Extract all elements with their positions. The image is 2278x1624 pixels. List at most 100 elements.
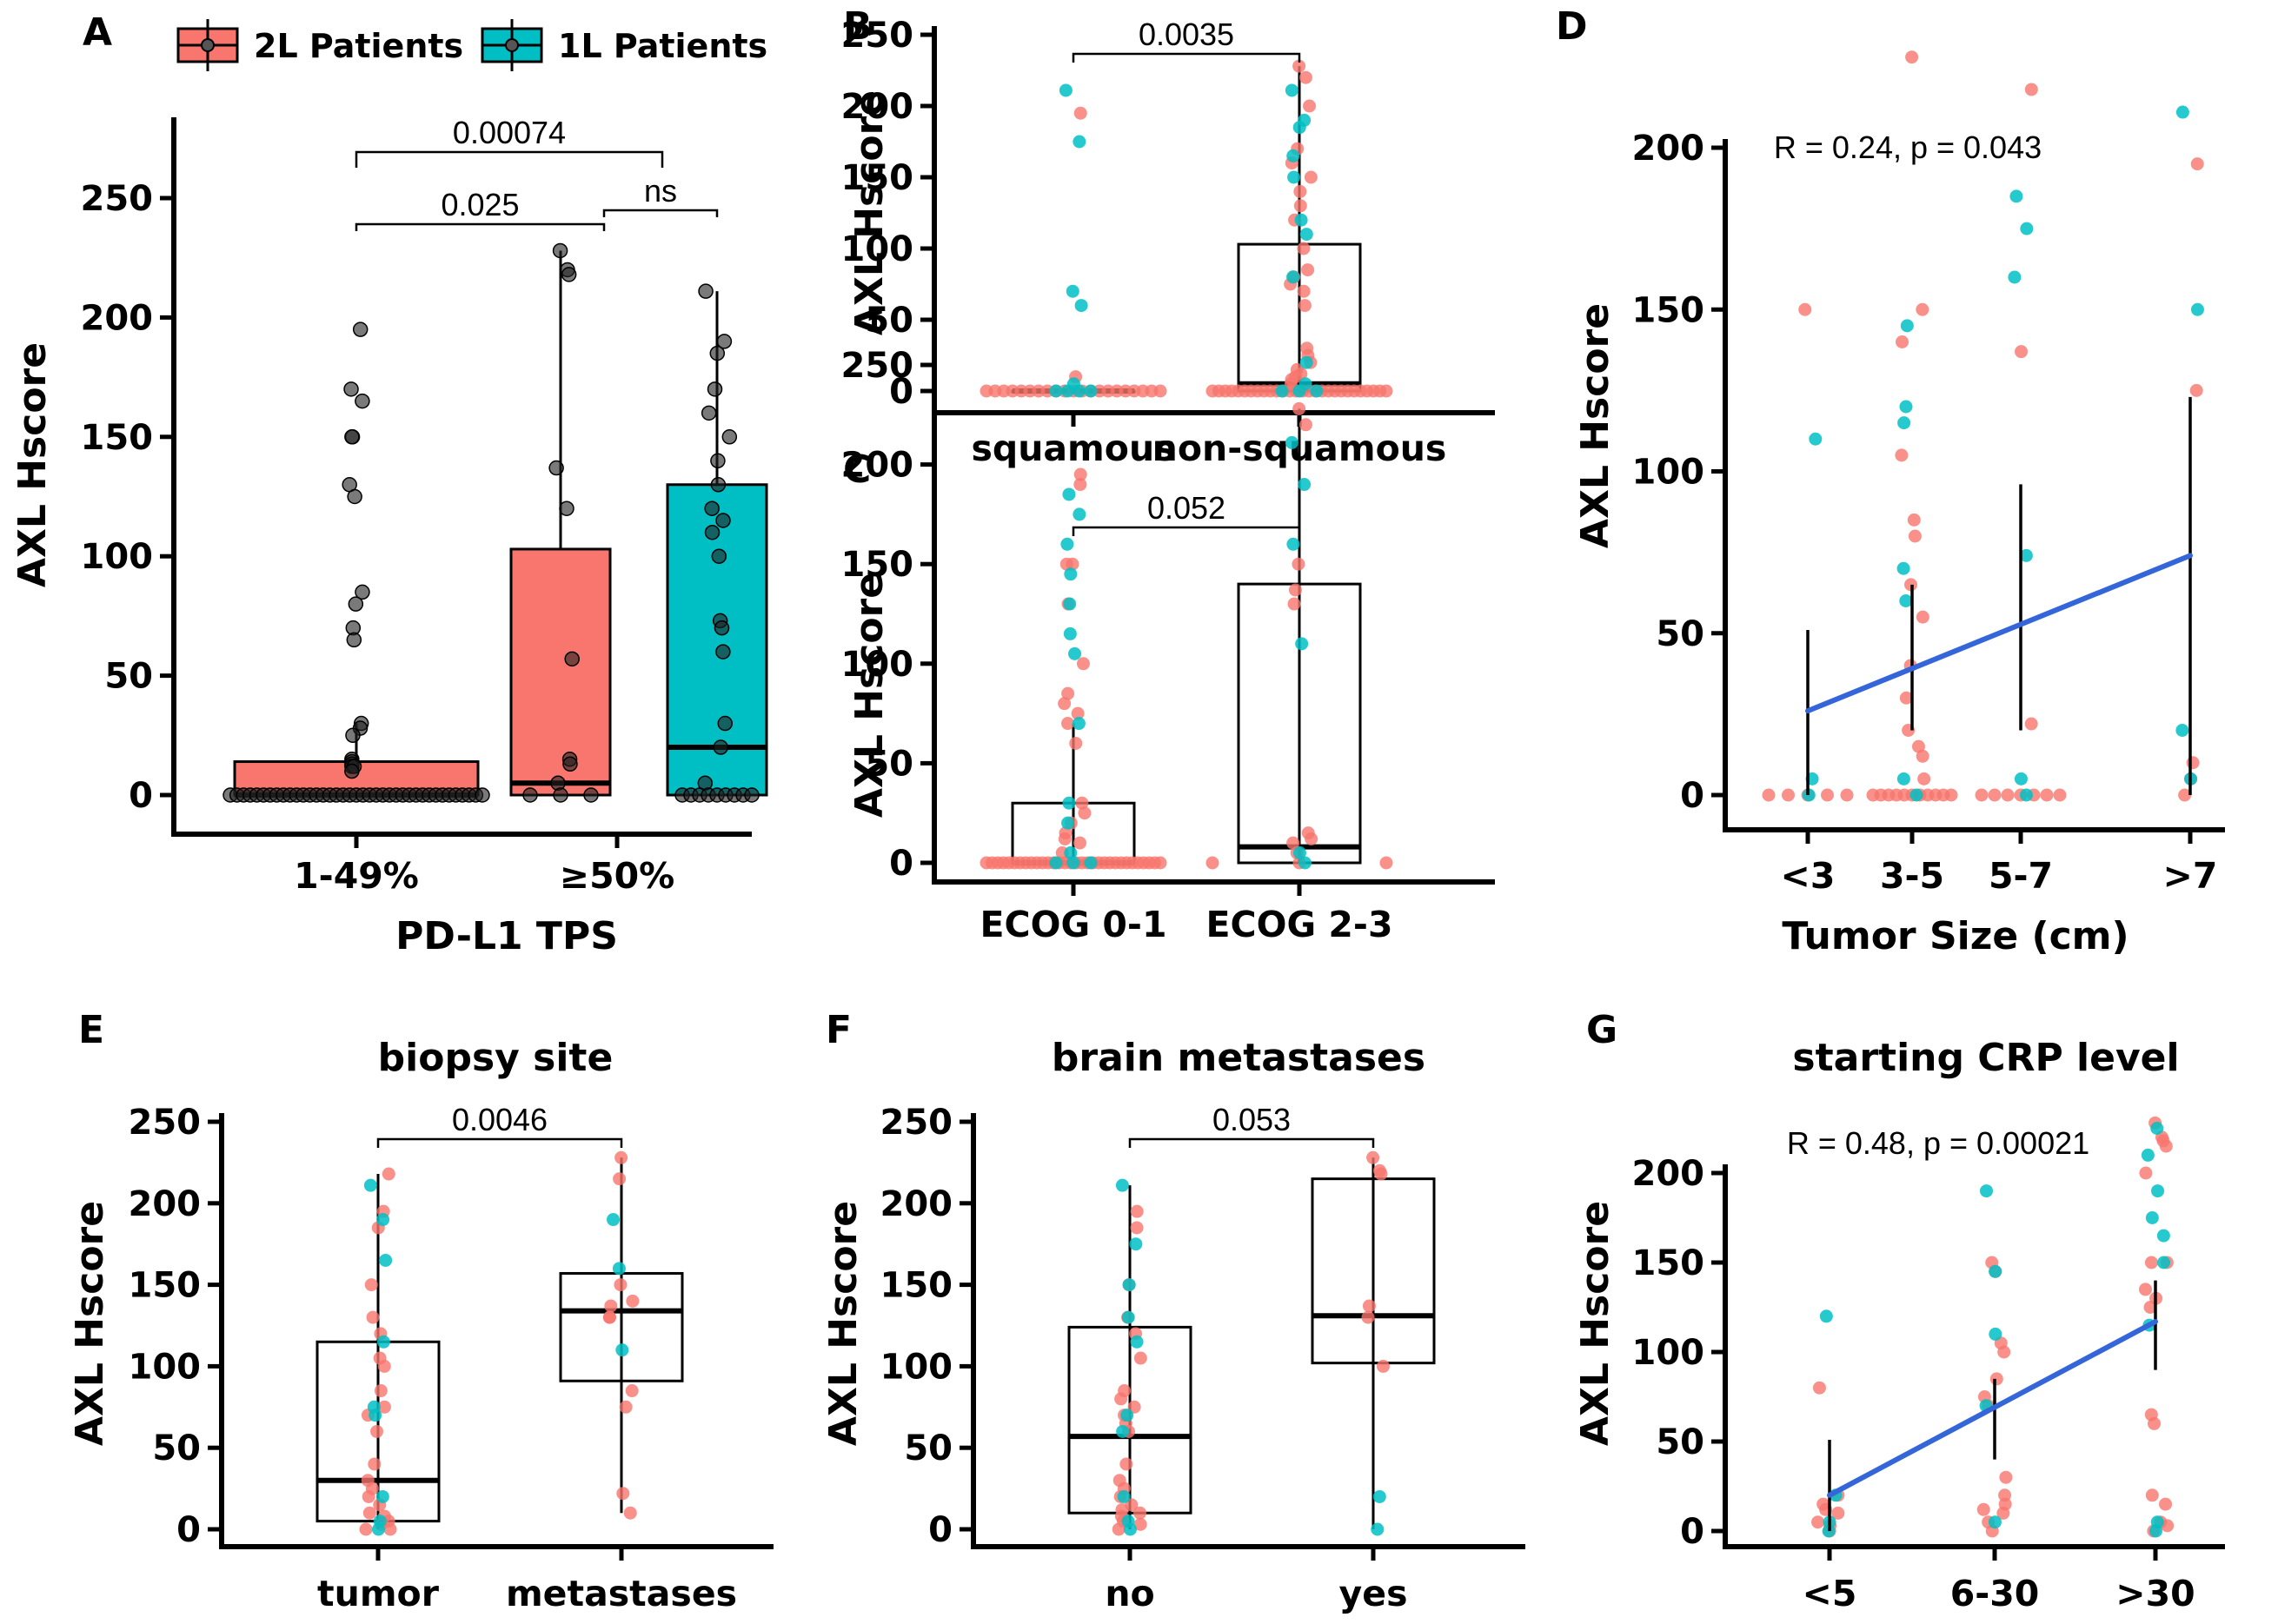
panel-d-data-point bbox=[2019, 788, 2033, 802]
panel-d-ytick-label: 50 bbox=[1656, 614, 1704, 654]
panel-e-comparison-bracket bbox=[376, 1137, 623, 1148]
panel-a-data-point bbox=[713, 739, 728, 755]
panel-b-data-point bbox=[1293, 199, 1307, 213]
panel-e-data-point bbox=[625, 1384, 639, 1398]
panel-d-data-point bbox=[2189, 383, 2203, 397]
panel-a-data-point bbox=[721, 429, 738, 445]
panel-e-title: biopsy site bbox=[378, 1036, 614, 1080]
panel-e-data-point bbox=[614, 1150, 628, 1164]
panel-f-data-point bbox=[1372, 1489, 1386, 1503]
panel-a-p-value: ns bbox=[644, 173, 677, 209]
panel-b-data-point bbox=[1286, 149, 1300, 162]
panel-f-data-point bbox=[1123, 1522, 1137, 1536]
panel-d-data-point bbox=[1916, 610, 1929, 624]
panel-c-data-point bbox=[1286, 836, 1300, 850]
panel-a-data-point bbox=[345, 727, 361, 744]
panel-a-data-point bbox=[704, 524, 721, 540]
panel-c-ytick-label: 0 bbox=[889, 844, 913, 884]
panel-c-data-point bbox=[1062, 487, 1076, 501]
panel-c-ytick-label: 150 bbox=[841, 545, 914, 585]
panel-f-data-point bbox=[1119, 1457, 1133, 1471]
panel-a-category-label: 1-49% bbox=[294, 855, 419, 897]
panel-f-data-point bbox=[1133, 1351, 1147, 1365]
panel-c-data-point bbox=[1068, 646, 1082, 660]
panel-g-title: starting CRP level bbox=[1792, 1036, 2179, 1080]
panel-g-category-label: >30 bbox=[2115, 1573, 2195, 1614]
panel-f-data-point bbox=[1112, 1522, 1126, 1536]
panel-f-ytick-label: 200 bbox=[880, 1184, 953, 1224]
panel-b-p-value: 0.0035 bbox=[1139, 17, 1234, 52]
panel-b-ytick-label: 250 bbox=[841, 16, 914, 56]
panel-g-ytick-label: 150 bbox=[1632, 1243, 1705, 1283]
panel-g-ytick-label: 0 bbox=[1680, 1512, 1704, 1552]
panel-e-data-point bbox=[371, 1522, 385, 1536]
panel-f-ytick-label: 100 bbox=[880, 1347, 953, 1387]
panel-e-data-point bbox=[362, 1489, 375, 1503]
panel-e-ytick-label: 200 bbox=[129, 1184, 202, 1224]
panel-a-data-point bbox=[347, 488, 362, 505]
legend-item-1l: 1L Patients bbox=[481, 19, 767, 71]
panel-f-ytick-label: 50 bbox=[904, 1428, 953, 1468]
panel-g-data-point bbox=[2139, 1166, 2153, 1180]
panel-b-data-point bbox=[1153, 384, 1167, 398]
panel-g-data-point bbox=[2145, 1211, 2159, 1224]
panel-e-ytick-label: 150 bbox=[129, 1266, 202, 1306]
panel-e-data-point bbox=[612, 1262, 626, 1276]
panel-b-data-point bbox=[1073, 135, 1086, 149]
panel-g-data-point bbox=[1819, 1309, 1833, 1323]
panel-c-ylabel: AXL Hscore bbox=[847, 573, 892, 818]
panel-g-data-point bbox=[2159, 1497, 2173, 1511]
panel-g-correlation-annotation: R = 0.48, p = 0.00021 bbox=[1787, 1125, 2089, 1161]
panel-f-ytick-label: 0 bbox=[928, 1510, 953, 1550]
panel-e-data-point bbox=[614, 1278, 628, 1292]
panel-e-data-point bbox=[607, 1213, 621, 1227]
panel-e-ytick-label: 250 bbox=[129, 1103, 202, 1143]
panel-a-data-point bbox=[717, 715, 734, 732]
panel-a-data-point bbox=[715, 644, 731, 660]
panel-f-data-point bbox=[1115, 1178, 1129, 1192]
legend-item-2l: 2L Patients bbox=[176, 19, 463, 71]
panel-b-ylabel: AXL Hscore bbox=[847, 90, 892, 335]
panel-g-data-point bbox=[2148, 1416, 2162, 1430]
panel-g-data-point bbox=[2161, 1519, 2175, 1533]
panel-b-data-point bbox=[1066, 284, 1079, 298]
panel-c-data-point bbox=[1062, 796, 1076, 810]
panel-b-data-point bbox=[1299, 355, 1313, 369]
legend-label-2l: 2L Patients bbox=[254, 27, 463, 65]
panel-letter-e: E bbox=[78, 1008, 104, 1052]
panel-c-comparison-bracket bbox=[1072, 526, 1301, 536]
panel-d-category-label: <3 bbox=[1781, 855, 1836, 897]
panel-c-ytick-label: 100 bbox=[841, 645, 914, 685]
panel-c-data-point bbox=[1205, 856, 1219, 870]
panel-d-data-point bbox=[1782, 788, 1795, 802]
panel-a-ytick-label: 50 bbox=[104, 657, 153, 697]
panel-d-ytick-label: 100 bbox=[1632, 453, 1705, 493]
panel-b-data-point bbox=[1073, 106, 1087, 120]
panel-g-data-point bbox=[1999, 1470, 2013, 1484]
panel-a-data-point bbox=[475, 787, 490, 803]
panel-b-data-point bbox=[1298, 70, 1312, 84]
panel-a-comparison-bracket bbox=[355, 150, 664, 168]
panel-g-data-point bbox=[2156, 1229, 2170, 1243]
panel-g-data-point bbox=[2138, 1283, 2152, 1296]
panel-b-ytick-label: 200 bbox=[841, 87, 914, 127]
panel-c-ytick-label: 250 bbox=[841, 346, 914, 386]
panel-c-data-point bbox=[1286, 537, 1300, 551]
panel-g-category-label: <5 bbox=[1803, 1573, 1857, 1614]
panel-c-data-point bbox=[1072, 717, 1086, 731]
panel-d-category-label: 3-5 bbox=[1880, 855, 1944, 897]
panel-letter-f: F bbox=[826, 1008, 852, 1052]
panel-a-data-point bbox=[552, 242, 568, 259]
panel-d-ytick-label: 0 bbox=[1680, 776, 1704, 816]
panel-e-data-point bbox=[369, 1409, 382, 1422]
panel-g-data-point bbox=[2144, 1256, 2158, 1269]
panel-a-data-point bbox=[352, 321, 369, 337]
panel-d-data-point bbox=[2014, 772, 2028, 785]
panel-f: brain metastases AXL Hscore 0 50 100 150 200… bbox=[821, 1036, 1525, 1614]
panel-c-data-point bbox=[1049, 856, 1063, 870]
panel-d-data-point bbox=[2009, 189, 2023, 203]
panel-g-data-point bbox=[1980, 1184, 1994, 1198]
panel-e-data-point bbox=[615, 1343, 629, 1357]
panel-e-data-point bbox=[362, 1506, 376, 1520]
panel-b-data-point bbox=[1084, 384, 1098, 398]
